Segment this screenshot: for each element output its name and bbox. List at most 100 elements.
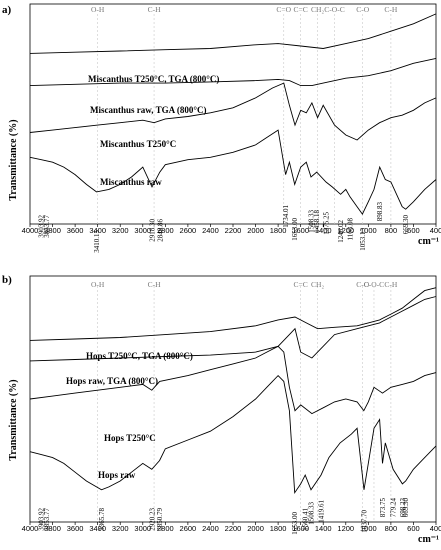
panel-b-plot-frame xyxy=(29,275,437,523)
x-tick-label: 2200 xyxy=(225,524,242,533)
x-tick-label: 1600 xyxy=(292,524,309,533)
band-label: C-O-C xyxy=(324,5,344,14)
panel-b-series-label-1: Hops T250°C, TGA (800°C) xyxy=(86,351,193,361)
x-tick-label: 2200 xyxy=(225,226,242,235)
peak-label: 3853.77 xyxy=(43,215,51,238)
peak-label: 1508.33 xyxy=(308,502,316,525)
panel-a-chart: a) Transmittance (%) cm⁻¹ 4000 3800 3600 34… xyxy=(2,3,441,253)
x-tick-label: 1600 xyxy=(292,226,309,235)
series-line xyxy=(29,57,437,87)
x-tick-label: 2800 xyxy=(157,226,174,235)
peak-label: 669.30 xyxy=(402,215,410,235)
peak-label: 3365.78 xyxy=(98,508,106,531)
series-line xyxy=(29,82,437,141)
band-label: O-H xyxy=(91,280,105,289)
series-line xyxy=(29,287,437,341)
x-tick-label: 2000 xyxy=(247,524,264,533)
x-tick-label: 1400 xyxy=(315,524,332,533)
band-label: C-H xyxy=(148,5,162,14)
band-label: C-O-C xyxy=(364,280,384,289)
peak-label: 1653.00 xyxy=(291,512,299,535)
x-tick-label: 2400 xyxy=(202,524,219,533)
peak-label: 3410.15 xyxy=(93,230,101,253)
peak-label: 2850.79 xyxy=(156,508,164,531)
x-tick-label: 4000 xyxy=(22,226,39,235)
series-line xyxy=(29,374,437,495)
panel-a-x-axis-title: cm⁻¹ xyxy=(418,236,439,247)
panel-a-series-label-1: Miscanthus T250°C, TGA (800°C) xyxy=(88,74,219,84)
x-tick-label: 400 xyxy=(430,226,441,235)
x-tick-label: 3600 xyxy=(67,524,84,533)
x-tick-label: 1200 xyxy=(337,226,354,235)
x-tick-label: 600 xyxy=(407,226,420,235)
band-label: O-H xyxy=(91,5,105,14)
panel-a-x-ticks: 4000 3800 3600 3400 3200 3000 2800 2600 2400 2200… xyxy=(22,224,441,235)
x-tick-label: 1000 xyxy=(360,524,377,533)
peak-label: 873.75 xyxy=(379,498,387,518)
panel-b-series-label-2: Hops raw, TGA (800°C) xyxy=(66,376,158,386)
peak-label: 1053.13 xyxy=(359,228,367,251)
band-label: C-O xyxy=(356,5,370,14)
peak-label: 1037.70 xyxy=(361,510,369,533)
x-tick-label: 3000 xyxy=(134,226,151,235)
band-label: C=O xyxy=(276,5,291,14)
band-label: C-H xyxy=(384,280,398,289)
peak-label: 3853.77 xyxy=(43,508,51,531)
panel-b-x-axis-title: cm⁻¹ xyxy=(418,534,439,545)
x-tick-label: 1800 xyxy=(270,226,287,235)
peak-label: 1560.41 xyxy=(302,508,310,531)
x-tick-label: 1400 xyxy=(315,226,332,235)
band-label: C-O xyxy=(356,280,370,289)
panel-a-y-axis-title: Transmittance (%) xyxy=(8,119,19,200)
x-tick-label: 3200 xyxy=(112,524,129,533)
panel-b-series-label-4: Hops raw xyxy=(98,470,136,480)
x-tick-label: 2400 xyxy=(202,226,219,235)
peak-label: 1246.02 xyxy=(337,220,345,243)
series-line xyxy=(29,129,437,215)
panel-b-chart: b) Transmittance (%) cm⁻¹ 4000 3800 3600 34… xyxy=(2,274,441,545)
panel-b-band-labels: O-H C-H C=C CH₂ C-OC-O-C C-H xyxy=(91,280,398,522)
x-tick-label: 3600 xyxy=(67,226,84,235)
x-tick-label: 1200 xyxy=(337,524,354,533)
x-tick-label: 2000 xyxy=(247,226,264,235)
x-tick-label: 600 xyxy=(407,524,420,533)
peak-label: 1653.00 xyxy=(291,218,299,241)
peak-label: 779.24 xyxy=(390,498,398,518)
peak-label: 2920.23 xyxy=(148,508,156,531)
peak-label: 2918.30 xyxy=(149,219,157,242)
series-line xyxy=(29,345,437,415)
peak-label: 698.23 xyxy=(399,498,407,518)
x-tick-label: 4000 xyxy=(22,524,39,533)
x-tick-label: 3200 xyxy=(112,226,129,235)
panel-b-series-label-3: Hops T250°C xyxy=(104,433,156,443)
peak-label: 2848.86 xyxy=(156,219,164,242)
x-tick-label: 3800 xyxy=(44,226,61,235)
band-label: C-H xyxy=(148,280,162,289)
x-tick-label: 3800 xyxy=(44,524,61,533)
x-tick-label: 2600 xyxy=(180,226,197,235)
peak-label: 1734.01 xyxy=(282,205,290,228)
series-line xyxy=(29,296,437,362)
x-tick-label: 3000 xyxy=(134,524,151,533)
panel-b-series-labels: Hops T250°C, TGA (800°C) Hops raw, TGA (… xyxy=(66,351,193,480)
peak-label: 898.83 xyxy=(376,202,384,222)
band-label: CH₂ xyxy=(311,5,324,14)
band-label: C-H xyxy=(384,5,398,14)
panel-a-series-label-4: Miscanthus raw xyxy=(100,177,162,187)
peak-label: 3903.92 xyxy=(37,215,45,238)
panel-a-series-label-3: Miscanthus T250°C xyxy=(100,139,176,149)
x-tick-label: 400 xyxy=(430,524,441,533)
x-tick-label: 3400 xyxy=(89,524,106,533)
x-tick-label: 800 xyxy=(385,226,398,235)
peak-label: 1458.18 xyxy=(313,210,321,233)
panel-b-label: b) xyxy=(2,274,12,286)
peak-label: 669.30 xyxy=(402,498,410,518)
panel-a-series-labels: Miscanthus T250°C, TGA (800°C) Miscanthu… xyxy=(88,74,219,187)
panel-b-y-axis-title: Transmittance (%) xyxy=(8,379,19,460)
band-label: CH₂ xyxy=(311,280,324,289)
x-tick-label: 800 xyxy=(385,524,398,533)
x-tick-label: 2800 xyxy=(157,524,174,533)
